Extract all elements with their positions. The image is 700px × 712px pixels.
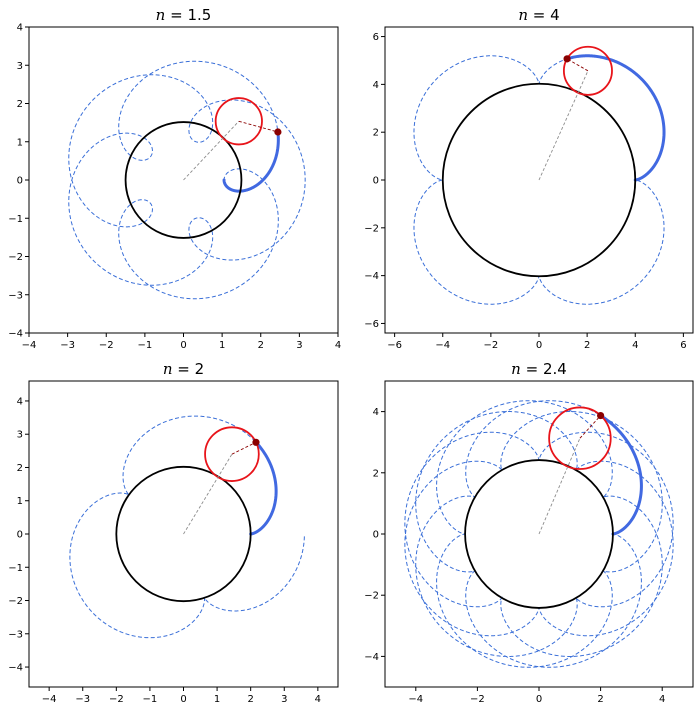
plot-area bbox=[69, 415, 305, 639]
y-tick-label: −4 bbox=[364, 652, 379, 663]
y-tick-label: 2 bbox=[17, 463, 23, 474]
x-tick-label: 6 bbox=[680, 340, 686, 351]
traced-curve bbox=[565, 54, 666, 182]
pen-point bbox=[274, 128, 282, 136]
y-tick-label: −1 bbox=[8, 214, 23, 225]
chart-panel-3: −4 −3 −2 −1 0 1 2 3 4 −4 −3 −2 −1 0 1 2 3 4 n = 2 bbox=[8, 360, 339, 705]
x-tick-label: 4 bbox=[315, 694, 321, 705]
fixed-circle bbox=[464, 459, 614, 609]
x-tick-label: −2 bbox=[484, 340, 499, 351]
plot-area bbox=[413, 45, 666, 305]
x-tick-label: 0 bbox=[536, 340, 542, 351]
x-tick-label: −3 bbox=[60, 340, 75, 351]
x-tick-label: −4 bbox=[22, 340, 37, 351]
x-tick-label: 0 bbox=[180, 694, 186, 705]
x-tick-label: −1 bbox=[143, 694, 158, 705]
y-tick-label: −2 bbox=[8, 252, 23, 263]
plot-area bbox=[404, 400, 674, 668]
x-tick-label: −2 bbox=[470, 694, 485, 705]
rolling-circle bbox=[548, 406, 612, 470]
plot-area bbox=[68, 60, 306, 300]
x-tick-label: −6 bbox=[387, 340, 402, 351]
pen-arm bbox=[579, 415, 601, 439]
x-tick-label: 0 bbox=[536, 694, 542, 705]
fixed-circle bbox=[441, 82, 637, 278]
x-tick-label: −3 bbox=[75, 694, 90, 705]
y-tick-label: −3 bbox=[8, 629, 23, 640]
x-tick-label: 2 bbox=[584, 340, 590, 351]
traced-curve bbox=[222, 130, 280, 193]
y-tick-label: 3 bbox=[17, 430, 23, 441]
y-tick-label: −4 bbox=[8, 663, 23, 674]
chart-title: n = 2 bbox=[163, 360, 204, 378]
y-tick-label: 0 bbox=[373, 530, 379, 541]
x-tick-label: 0 bbox=[180, 340, 186, 351]
rolling-circle bbox=[204, 426, 260, 482]
y-tick-label: 4 bbox=[373, 407, 379, 418]
y-tick-label: −6 bbox=[364, 319, 379, 330]
center-arm bbox=[183, 453, 233, 535]
y-tick-label: −2 bbox=[364, 591, 379, 602]
chart-panel-2: −6 −4 −2 0 2 4 6 −6 −4 −2 0 2 4 6 n = 4 bbox=[364, 6, 694, 351]
center-arm bbox=[538, 438, 581, 535]
rolling-circle bbox=[214, 97, 263, 146]
y-tick-label: −1 bbox=[8, 563, 23, 574]
y-tick-label: 2 bbox=[373, 468, 379, 479]
y-tick-label: −2 bbox=[8, 596, 23, 607]
epicycloid-path-dashed bbox=[69, 415, 305, 639]
y-tick-label: 4 bbox=[373, 80, 379, 91]
y-tick-label: −2 bbox=[364, 223, 379, 234]
y-tick-label: 1 bbox=[17, 496, 23, 507]
x-tick-label: −2 bbox=[109, 694, 124, 705]
pen-arm bbox=[566, 58, 589, 72]
chart-title: n = 1.5 bbox=[156, 6, 212, 24]
center-arm bbox=[183, 120, 240, 181]
y-tick-label: 4 bbox=[17, 396, 23, 407]
x-tick-label: 4 bbox=[659, 694, 665, 705]
y-tick-label: 6 bbox=[373, 32, 379, 43]
x-tick-label: 2 bbox=[597, 694, 603, 705]
y-tick-label: −4 bbox=[364, 271, 379, 282]
chart-title: n = 4 bbox=[518, 6, 559, 24]
x-tick-label: −1 bbox=[138, 340, 153, 351]
y-tick-label: −3 bbox=[8, 290, 23, 301]
y-tick-label: 3 bbox=[17, 61, 23, 72]
x-tick-label: 1 bbox=[219, 340, 225, 351]
rolling-circle bbox=[562, 45, 613, 96]
y-tick-label: 1 bbox=[17, 137, 23, 148]
y-tick-label: 4 bbox=[17, 23, 23, 34]
fixed-circle bbox=[115, 465, 252, 603]
x-tick-label: 3 bbox=[296, 340, 302, 351]
pen-point bbox=[563, 55, 571, 63]
x-tick-label: 3 bbox=[281, 694, 287, 705]
y-tick-label: −4 bbox=[8, 329, 23, 340]
x-tick-label: 1 bbox=[214, 694, 220, 705]
traced-curve bbox=[599, 414, 643, 536]
y-tick-label: 2 bbox=[373, 128, 379, 139]
pen-arm bbox=[231, 441, 257, 455]
chart-panel-1: −4 −3 −2 −1 0 1 2 3 4 −4 −3 −2 −1 0 1 2 3 4 n = 1.5 bbox=[8, 6, 341, 351]
pen-point bbox=[252, 438, 260, 446]
x-tick-label: 4 bbox=[632, 340, 638, 351]
x-tick-label: −4 bbox=[435, 340, 450, 351]
traced-curve bbox=[249, 440, 278, 536]
x-tick-label: −2 bbox=[99, 340, 114, 351]
x-tick-label: −4 bbox=[42, 694, 57, 705]
pen-arm bbox=[238, 120, 279, 133]
y-tick-label: 0 bbox=[17, 530, 23, 541]
x-tick-label: 2 bbox=[247, 694, 253, 705]
y-tick-label: 0 bbox=[373, 176, 379, 187]
chart-title: n = 2.4 bbox=[511, 360, 567, 378]
fixed-circle bbox=[124, 121, 243, 239]
chart-panel-4: −4 −2 0 2 4 −4 −2 0 2 4 n = 2.4 bbox=[364, 360, 694, 705]
x-tick-label: 4 bbox=[335, 340, 341, 351]
epicycloid-path-dashed bbox=[68, 60, 306, 300]
y-tick-label: 2 bbox=[17, 99, 23, 110]
x-tick-label: −4 bbox=[408, 694, 423, 705]
y-tick-label: 0 bbox=[17, 176, 23, 187]
x-tick-label: 2 bbox=[258, 340, 264, 351]
pen-point bbox=[597, 411, 605, 420]
